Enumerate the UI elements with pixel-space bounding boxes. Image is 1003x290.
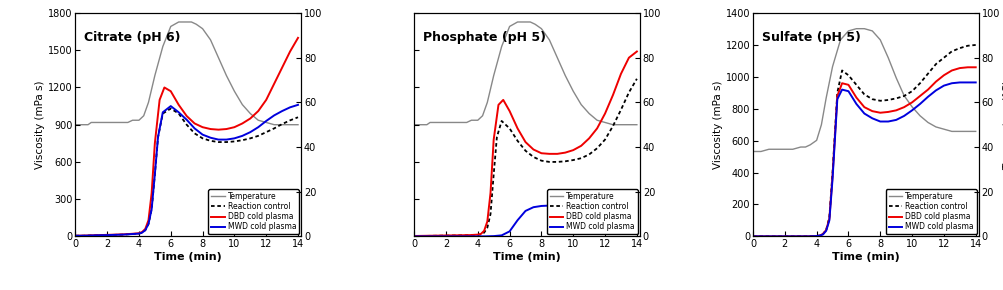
Legend: Temperature, Reaction control, DBD cold plasma, MWD cold plasma: Temperature, Reaction control, DBD cold … [547, 189, 637, 234]
X-axis label: Time (min): Time (min) [492, 252, 561, 262]
Text: Sulfate (pH 5): Sulfate (pH 5) [761, 31, 860, 44]
Text: Phosphate (pH 5): Phosphate (pH 5) [423, 31, 546, 44]
Legend: Temperature, Reaction control, DBD cold plasma, MWD cold plasma: Temperature, Reaction control, DBD cold … [885, 189, 976, 234]
Y-axis label: Viscosity (mPa s): Viscosity (mPa s) [35, 80, 45, 169]
X-axis label: Time (min): Time (min) [154, 252, 222, 262]
Y-axis label: Viscosity (mPa s): Viscosity (mPa s) [712, 80, 722, 169]
Y-axis label: Temperature (°C): Temperature (°C) [1002, 80, 1003, 170]
Text: Citrate (pH 6): Citrate (pH 6) [84, 31, 181, 44]
X-axis label: Time (min): Time (min) [831, 252, 899, 262]
Legend: Temperature, Reaction control, DBD cold plasma, MWD cold plasma: Temperature, Reaction control, DBD cold … [208, 189, 299, 234]
